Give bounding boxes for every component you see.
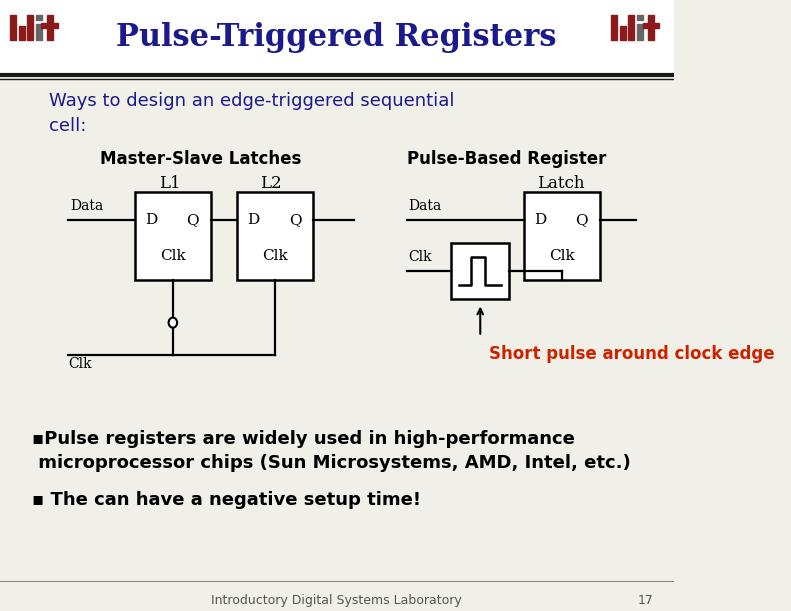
- Bar: [628, 15, 634, 40]
- Text: Short pulse around clock edge: Short pulse around clock edge: [489, 345, 774, 362]
- Text: Pulse-Triggered Registers: Pulse-Triggered Registers: [116, 23, 557, 53]
- Text: Q: Q: [289, 213, 301, 227]
- Bar: [524, 192, 600, 280]
- Text: L2: L2: [260, 175, 282, 192]
- Bar: [36, 24, 42, 40]
- Bar: [0, 0, 674, 75]
- Bar: [452, 243, 509, 299]
- Text: Clk: Clk: [409, 250, 433, 264]
- Text: Clk: Clk: [160, 249, 186, 263]
- Bar: [19, 26, 25, 40]
- Bar: [27, 15, 33, 40]
- Bar: [47, 15, 53, 40]
- Text: ▪ The can have a negative setup time!: ▪ The can have a negative setup time!: [32, 491, 422, 510]
- Text: L1: L1: [160, 175, 181, 192]
- Bar: [620, 26, 626, 40]
- Bar: [10, 15, 16, 40]
- Text: D: D: [146, 213, 157, 227]
- Text: Q: Q: [576, 213, 589, 227]
- Bar: [648, 15, 654, 40]
- Text: Latch: Latch: [536, 175, 584, 192]
- Text: D: D: [248, 213, 259, 227]
- Bar: [637, 24, 643, 40]
- Bar: [611, 15, 617, 40]
- Bar: [41, 23, 59, 29]
- Text: Data: Data: [409, 199, 442, 213]
- Text: Master-Slave Latches: Master-Slave Latches: [100, 150, 302, 168]
- Text: Clk: Clk: [68, 357, 92, 371]
- Text: D: D: [535, 213, 547, 227]
- Bar: [36, 15, 42, 21]
- Bar: [642, 23, 660, 29]
- Text: ▪Pulse registers are widely used in high-performance
 microprocessor chips (Sun : ▪Pulse registers are widely used in high…: [32, 430, 631, 472]
- Text: Clk: Clk: [549, 249, 575, 263]
- Text: Introductory Digital Systems Laboratory: Introductory Digital Systems Laboratory: [211, 595, 462, 607]
- Bar: [237, 192, 313, 280]
- Text: Q: Q: [187, 213, 199, 227]
- Bar: [134, 192, 211, 280]
- Text: Pulse-Based Register: Pulse-Based Register: [407, 150, 607, 168]
- Text: Ways to design an edge-triggered sequential
cell:: Ways to design an edge-triggered sequent…: [49, 92, 455, 135]
- Circle shape: [168, 318, 177, 327]
- Text: Data: Data: [70, 199, 103, 213]
- Bar: [637, 15, 643, 21]
- Text: Clk: Clk: [262, 249, 288, 263]
- Text: 17: 17: [638, 595, 653, 607]
